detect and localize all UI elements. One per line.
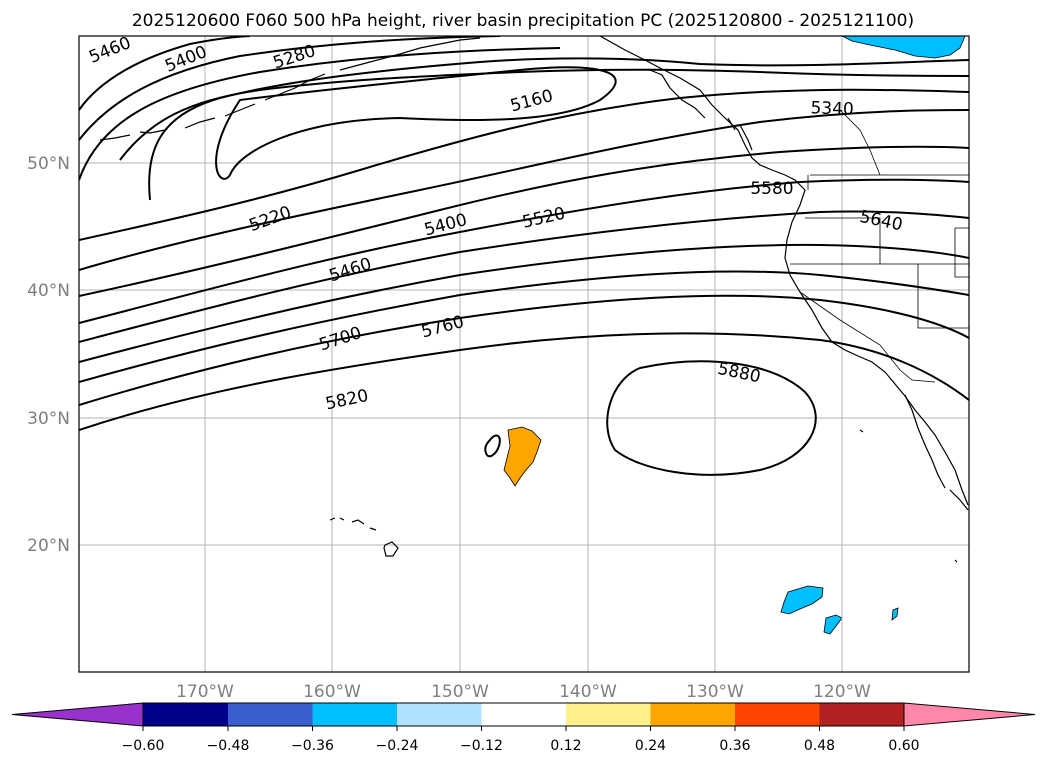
contour-5640 [79, 243, 969, 363]
colorbar-tick-label: 0.24 [635, 738, 666, 754]
contour-5700 [79, 270, 969, 383]
colorbar-tick-label: −0.60 [122, 738, 165, 754]
colorbar-tick-label: −0.48 [207, 738, 250, 754]
lon-label: 130°W [686, 682, 744, 702]
contour-label: 5640 [858, 207, 904, 236]
colorbar: −0.60 −0.48 −0.36 −0.24 −0.12 0.12 0.24 … [11, 702, 1036, 754]
borders [790, 109, 969, 383]
colorbar-tick-label: 0.36 [719, 738, 750, 754]
contour-label: 5580 [750, 179, 793, 199]
colorbar-segment [312, 703, 397, 726]
contour-5160 [215, 66, 617, 180]
colorbar-segment [397, 703, 482, 726]
contour-label: 5400 [422, 210, 469, 241]
height-contours [79, 36, 969, 476]
contour-5760 [79, 294, 969, 406]
contour-5880 [606, 360, 817, 476]
contour-label: 5280 [271, 41, 318, 73]
lon-label: 150°W [431, 682, 489, 702]
map-title: 2025120600 F060 500 hPa height, river ba… [132, 11, 914, 31]
longitude-labels: 170°W 160°W 150°W 140°W 130°W 120°W [176, 682, 871, 702]
colorbar-segment [143, 703, 228, 726]
contour-label: 5340 [810, 98, 854, 119]
colorbar-extend-low [11, 702, 144, 727]
lat-label: 40°N [27, 281, 70, 301]
colorbar-segment [566, 703, 651, 726]
contour-label: 5220 [247, 203, 294, 237]
colorbar-tick-label: 0.12 [550, 738, 581, 754]
lon-label: 160°W [303, 682, 361, 702]
colorbar-segment [228, 703, 313, 726]
contour-5220 [148, 57, 969, 201]
colorbar-extend-high [903, 702, 1036, 727]
lat-label: 20°N [27, 536, 70, 556]
coastlines [99, 36, 969, 563]
mexico-patch-1 [780, 585, 824, 615]
lon-label: 140°W [559, 682, 617, 702]
contour-5460-b [79, 145, 969, 297]
contour-5820 [79, 332, 969, 431]
lat-label: 50°N [27, 154, 70, 174]
graticule [79, 36, 969, 672]
colorbar-tick-label: 0.48 [804, 738, 835, 754]
colorbar-segment [481, 703, 566, 726]
contour-label: 5520 [521, 204, 568, 233]
latitude-labels: 50°N 40°N 30°N 20°N [27, 154, 70, 556]
colorbar-segment [735, 703, 820, 726]
contour-label: 5760 [419, 312, 466, 343]
contour-5280-a [79, 47, 561, 181]
contour-small [484, 434, 501, 458]
contour-5340 [79, 88, 969, 241]
lon-label: 170°W [176, 682, 234, 702]
contour-label: 5880 [716, 359, 762, 388]
contour-5400-b [79, 109, 969, 271]
colorbar-segment [819, 703, 904, 726]
map-area: 5460 5400 5280 5160 5340 5220 5400 5520 … [79, 33, 969, 672]
colorbar-tick-label: −0.36 [291, 738, 334, 754]
lon-label: 120°W [813, 682, 871, 702]
contour-5520 [79, 178, 969, 324]
colorbar-ticks: −0.60 −0.48 −0.36 −0.24 −0.12 0.12 0.24 … [122, 726, 920, 754]
contour-label: 5820 [324, 386, 370, 415]
contour-5400-a [79, 36, 501, 141]
contour-5580 [79, 210, 969, 343]
colorbar-tick-label: −0.12 [460, 738, 503, 754]
contour-label: 5700 [317, 323, 364, 355]
colorbar-tick-label: −0.24 [376, 738, 419, 754]
contour-label: 5460 [86, 33, 134, 68]
canada-patch [841, 36, 966, 59]
mexico-patch-3 [891, 607, 899, 621]
map-frame [78, 35, 970, 673]
contour-label: 5400 [162, 42, 210, 77]
contour-label: 5160 [508, 86, 555, 117]
colorbar-tick-label: 0.60 [888, 738, 919, 754]
colorbar-segment [650, 703, 735, 726]
mexico-patch-2 [823, 614, 843, 635]
lat-label: 30°N [27, 409, 70, 429]
contour-5460-a [79, 36, 251, 111]
colorbar-frame [142, 702, 905, 727]
hawaii-offshore-patch [503, 426, 542, 487]
